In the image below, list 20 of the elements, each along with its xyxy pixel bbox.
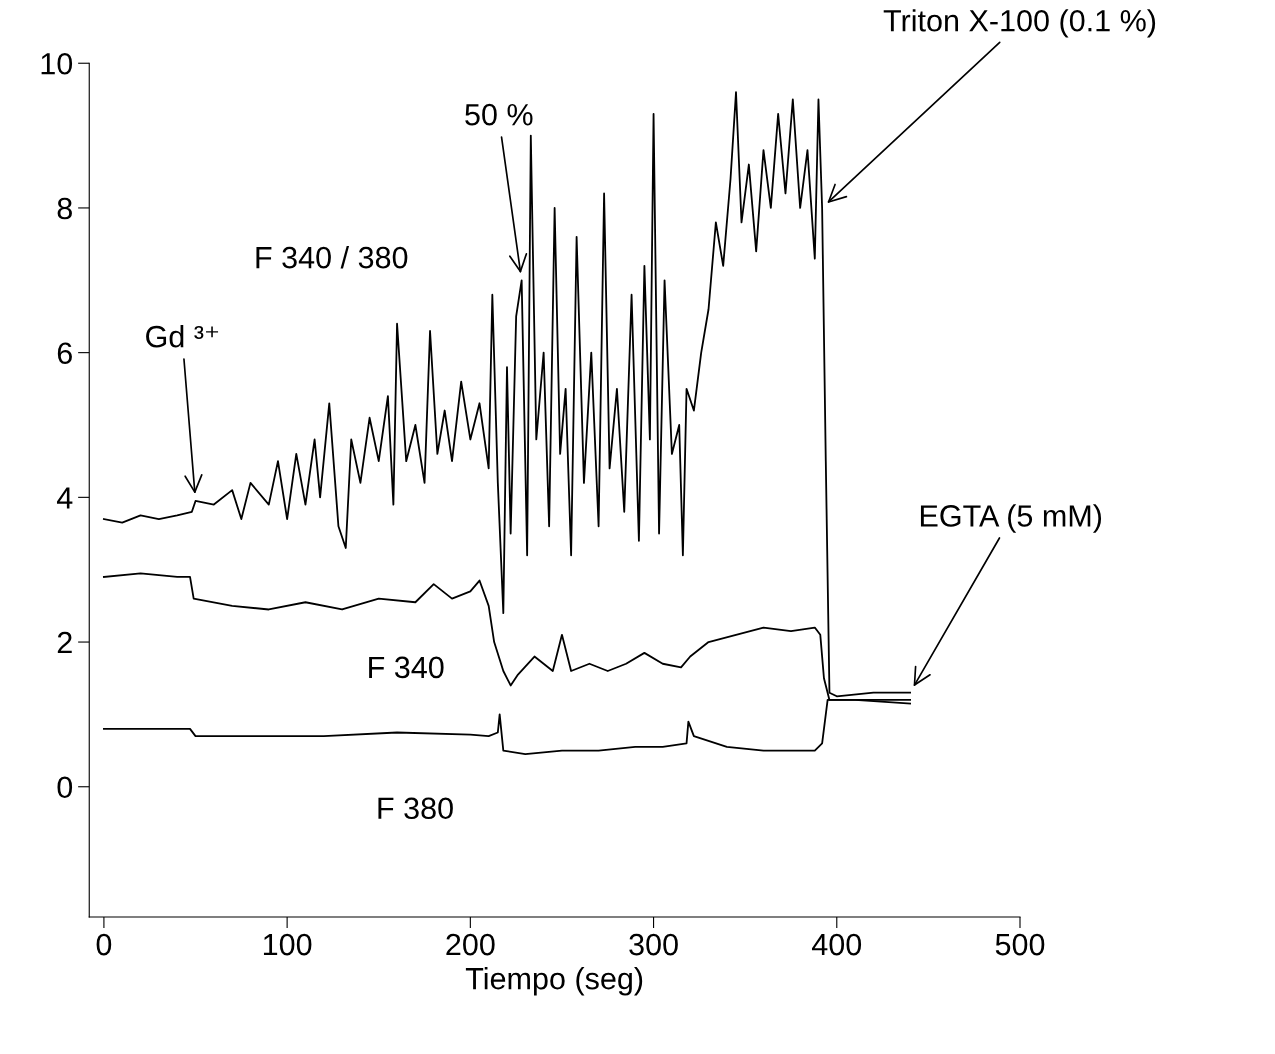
series-label: F 340 [369,656,444,679]
x-tick-label: 0 [96,933,112,956]
y-tick-label: 10 [41,52,73,75]
annotation: EGTA (5 mM) [920,504,1102,533]
annotation: Gd ³⁺ [146,325,219,348]
x-axis-title: Tiempo (seg) [465,966,643,996]
y-tick-label: 2 [57,631,72,654]
y-tick-label: 8 [57,197,72,220]
x-tick-label: 100 [263,933,312,956]
text: F 380 [378,797,453,820]
y-tick-label: 0 [57,776,73,799]
x-tick-label: 300 [629,933,678,956]
series-label: F 340 / 380 [256,245,408,269]
y-tick-label: 6 [57,342,72,365]
annotation: Triton X-100 (0.1 %) [883,9,1156,38]
x-tick-label: 200 [446,933,495,956]
y-tick-label: 4 [56,487,73,509]
annotation: 50 % [465,103,533,126]
x-tick-label: 400 [812,933,862,956]
x-tick-label: 500 [995,933,1045,956]
